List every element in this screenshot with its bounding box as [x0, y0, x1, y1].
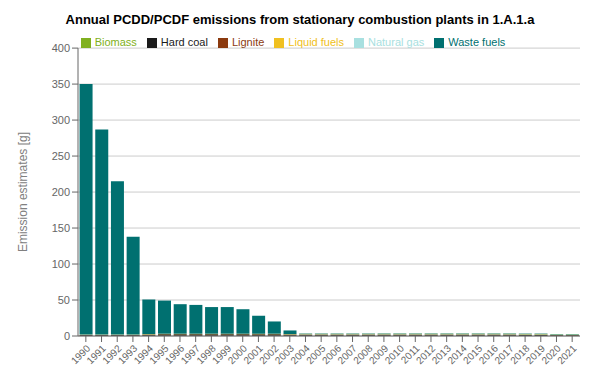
- svg-text:2018: 2018: [508, 342, 532, 367]
- svg-text:2017: 2017: [492, 342, 516, 367]
- svg-text:1995: 1995: [147, 342, 171, 367]
- svg-text:Emission estimates [g]: Emission estimates [g]: [16, 132, 30, 252]
- svg-text:2005: 2005: [304, 342, 328, 367]
- svg-text:2020: 2020: [539, 342, 563, 367]
- html-text:Waste fuels: Waste fuels: [448, 36, 506, 48]
- html-text:Biomass: Biomass: [94, 36, 137, 48]
- html-text:Annual PCDD/PCDF emissions fro: Annual PCDD/PCDF emissions from stationa…: [65, 12, 535, 27]
- svg-text:200: 200: [52, 186, 70, 198]
- svg-text:350: 350: [52, 78, 70, 90]
- svg-text:0: 0: [64, 330, 70, 342]
- svg-text:2019: 2019: [523, 342, 548, 367]
- html-text:Liquid fuels: Liquid fuels: [288, 36, 344, 48]
- svg-text:2000: 2000: [225, 342, 250, 367]
- svg-text:2008: 2008: [351, 342, 375, 367]
- svg-text:1992: 1992: [100, 342, 124, 367]
- svg-text:2016: 2016: [476, 342, 501, 367]
- html-text:Lignite: Lignite: [231, 36, 265, 48]
- svg-text:1999: 1999: [210, 342, 234, 367]
- svg-text:250: 250: [52, 150, 70, 162]
- svg-text:2013: 2013: [429, 342, 454, 367]
- svg-text:2015: 2015: [461, 342, 485, 367]
- svg-text:2003: 2003: [272, 342, 297, 367]
- svg-text:100: 100: [52, 258, 70, 270]
- svg-text:2006: 2006: [319, 342, 344, 367]
- svg-text:2002: 2002: [257, 342, 281, 367]
- svg-text:300: 300: [52, 114, 70, 126]
- svg-text:1998: 1998: [194, 342, 218, 367]
- html-text:Hard coal: Hard coal: [160, 36, 208, 48]
- svg-text:400: 400: [52, 42, 70, 54]
- svg-text:2007: 2007: [335, 342, 359, 367]
- svg-text:2014: 2014: [445, 342, 469, 367]
- svg-text:1991: 1991: [84, 342, 108, 367]
- svg-text:2011: 2011: [398, 342, 422, 366]
- svg-text:1996: 1996: [162, 342, 187, 367]
- svg-text:50: 50: [58, 294, 70, 306]
- svg-text:2004: 2004: [288, 342, 312, 367]
- svg-text:1993: 1993: [115, 342, 140, 367]
- svg-text:2021: 2021: [555, 342, 579, 366]
- html-text:Natural gas: Natural gas: [368, 36, 425, 48]
- svg-text:1994: 1994: [131, 342, 155, 367]
- svg-text:150: 150: [52, 222, 70, 234]
- svg-text:2010: 2010: [382, 342, 406, 367]
- svg-text:1990: 1990: [68, 342, 93, 367]
- svg-text:1997: 1997: [178, 342, 203, 367]
- svg-text:2009: 2009: [366, 342, 391, 367]
- svg-text:2012: 2012: [413, 342, 438, 367]
- svg-text:2001: 2001: [241, 342, 265, 367]
